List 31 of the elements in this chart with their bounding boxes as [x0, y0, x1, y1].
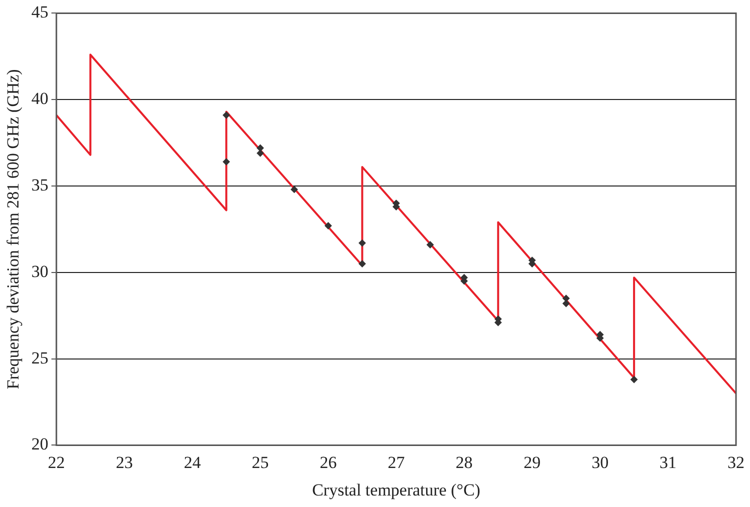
point — [222, 112, 230, 119]
x-tick-label: 30 — [592, 452, 609, 472]
x-tick-label: 28 — [456, 452, 473, 472]
y-tick-label: 25 — [31, 348, 48, 368]
point — [256, 150, 264, 157]
x-tick-label: 27 — [388, 452, 406, 472]
y-tick-label: 35 — [31, 175, 48, 194]
x-tick-label: 31 — [660, 452, 677, 472]
x-axis-title: Crystal temperature (°C) — [312, 480, 480, 500]
point — [358, 260, 366, 268]
x-tick-label: 32 — [728, 452, 744, 472]
point — [324, 222, 332, 230]
point — [222, 158, 230, 166]
y-axis-title: Frequency deviation from 281 600 GHz (GHz) — [4, 69, 23, 390]
point — [426, 241, 434, 248]
x-tick-label: 23 — [116, 452, 133, 472]
point — [358, 240, 366, 247]
x-tick-label: 26 — [320, 452, 337, 472]
y-tick-label: 40 — [31, 89, 48, 108]
y-tick-label: 45 — [31, 2, 48, 22]
point — [290, 186, 298, 193]
x-tick-label: 22 — [48, 452, 65, 472]
point — [256, 144, 264, 152]
point — [562, 294, 570, 302]
y-tick-label: 30 — [31, 262, 48, 281]
point — [630, 376, 638, 384]
x-tick-label: 24 — [184, 452, 202, 472]
x-tick-label: 29 — [524, 452, 541, 472]
point — [562, 300, 570, 308]
y-tick-label: 20 — [31, 434, 48, 454]
x-tick-label: 25 — [252, 452, 269, 472]
